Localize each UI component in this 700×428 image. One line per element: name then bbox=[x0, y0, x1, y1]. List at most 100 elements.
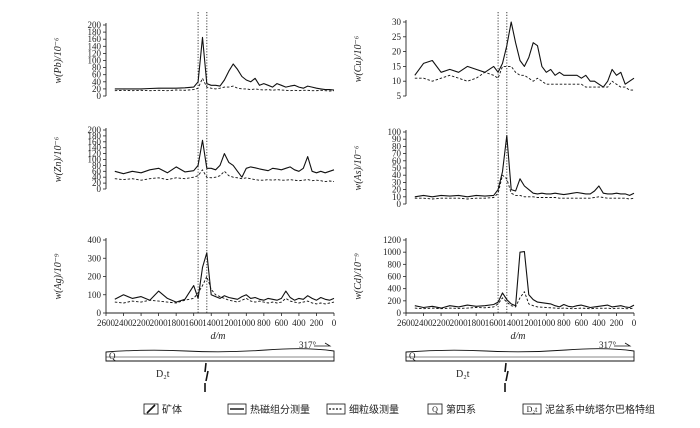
x-tick-label: 1400 bbox=[502, 318, 521, 328]
y-tick-label: 80 bbox=[392, 141, 402, 151]
y-tick-label: 70 bbox=[392, 149, 402, 159]
y-tick-label: 140 bbox=[88, 41, 102, 51]
x-tick-label: 400 bbox=[292, 318, 306, 328]
x-axis-label: d/m bbox=[511, 331, 526, 342]
series-line-fine-fraction bbox=[114, 169, 335, 183]
y-tick-label: 40 bbox=[92, 77, 102, 87]
y-tick-label: 400 bbox=[388, 284, 402, 294]
ore-body-stroke bbox=[205, 370, 209, 382]
x-tick-label: 2000 bbox=[150, 318, 169, 328]
legend-label: 第四系 bbox=[446, 403, 476, 416]
x-tick-label: 0 bbox=[632, 318, 637, 328]
legend-symbol: Q bbox=[432, 405, 438, 414]
y-tick-label: 200 bbox=[88, 125, 102, 135]
y-tick-label: 400 bbox=[88, 235, 102, 245]
x-tick-label: 0 bbox=[332, 318, 337, 328]
legend-label: 矿体 bbox=[162, 403, 182, 416]
series-line-thermomagnetic bbox=[114, 139, 335, 178]
bearing-label: 317° bbox=[299, 340, 317, 350]
series-line-fine-fraction bbox=[414, 65, 634, 91]
y-tick-label: 160 bbox=[88, 137, 102, 147]
x-tick-label: 1200 bbox=[220, 318, 239, 328]
series-line-thermomagnetic bbox=[414, 135, 635, 198]
legend: 矿体 热磁组分测量 细粒级测量 Q 第四系 D₂t 泥盆系中统塔尔巴格特组 bbox=[143, 403, 655, 416]
x-tick-label: 600 bbox=[275, 318, 289, 328]
y-tick-label: 5 bbox=[397, 91, 402, 101]
legend-symbol: D₂t bbox=[527, 405, 539, 414]
y-tick-label: 100 bbox=[88, 56, 102, 66]
surface-profile bbox=[405, 348, 635, 362]
y-tick-label: 20 bbox=[92, 84, 102, 94]
legend-label: 热磁组分测量 bbox=[250, 403, 310, 416]
y-tick-label: 0 bbox=[397, 308, 402, 318]
y-tick-label: 100 bbox=[388, 127, 402, 137]
dashed-line-icon bbox=[326, 403, 346, 415]
y-tick-label: 200 bbox=[388, 296, 402, 306]
y-tick-label: 20 bbox=[92, 178, 102, 188]
geologic-section-2: Q 317° D₂t bbox=[405, 340, 635, 392]
y-tick-label: 80 bbox=[92, 160, 102, 170]
y-tick-label: 15 bbox=[392, 61, 402, 71]
y-tick-label: 180 bbox=[88, 27, 102, 37]
y-axis-label: w(As)/10⁻⁶ bbox=[353, 145, 364, 190]
y-tick-label: 0 bbox=[397, 199, 402, 209]
legend-label: 细粒级测量 bbox=[349, 403, 399, 416]
x-tick-label: 600 bbox=[575, 318, 589, 328]
x-tick-label: 2200 bbox=[432, 318, 451, 328]
y-tick-label: 300 bbox=[88, 253, 102, 263]
bearing-label: 317° bbox=[599, 340, 617, 350]
y-tick-label: 10 bbox=[392, 192, 402, 202]
geologic-section-1: Q 317° D₂t bbox=[105, 340, 335, 392]
chart-panel-2: 5 10 15 20 25 30 w(Cu)/10⁻⁶ bbox=[353, 17, 635, 101]
legend-item-3: 细粒级测量 bbox=[326, 403, 399, 416]
x-tick-label: 800 bbox=[257, 318, 271, 328]
x-tick-label: 2400 bbox=[115, 318, 134, 328]
y-tick-label: 40 bbox=[392, 170, 402, 180]
y-tick-label: 60 bbox=[92, 70, 102, 80]
y-tick-label: 50 bbox=[392, 163, 402, 173]
y-tick-label: 0 bbox=[97, 308, 102, 318]
x-tick-label: 1800 bbox=[167, 318, 186, 328]
y-tick-label: 1000 bbox=[383, 247, 402, 257]
x-axis-label: d/m bbox=[211, 331, 226, 342]
series-line-thermomagnetic bbox=[114, 252, 335, 303]
series-line-fine-fraction bbox=[114, 276, 335, 305]
y-tick-label: 140 bbox=[88, 143, 102, 153]
devonian-label: D₂t bbox=[156, 369, 170, 380]
x-tick-label: 2600 bbox=[97, 318, 116, 328]
y-tick-label: 60 bbox=[392, 156, 402, 166]
x-tick-label: 800 bbox=[557, 318, 571, 328]
x-tick-label: 2200 bbox=[132, 318, 151, 328]
legend-item-5: D₂t 泥盆系中统塔尔巴格特组 bbox=[522, 403, 655, 416]
y-tick-label: 0 bbox=[97, 91, 102, 101]
y-tick-label: 20 bbox=[392, 47, 402, 57]
quaternary-label: Q bbox=[109, 351, 116, 361]
y-tick-label: 600 bbox=[388, 272, 402, 282]
y-tick-label: 0 bbox=[97, 184, 102, 194]
y-tick-label: 800 bbox=[388, 259, 402, 269]
x-tick-label: 200 bbox=[610, 318, 624, 328]
y-tick-label: 20 bbox=[392, 185, 402, 195]
x-tick-label: 2600 bbox=[397, 318, 416, 328]
y-tick-label: 180 bbox=[88, 131, 102, 141]
x-tick-label: 1000 bbox=[537, 318, 556, 328]
x-tick-label: 1800 bbox=[467, 318, 486, 328]
y-axis-label: w(Cd)/10⁻⁹ bbox=[353, 253, 364, 300]
y-tick-label: 60 bbox=[92, 166, 102, 176]
y-tick-label: 120 bbox=[88, 48, 102, 58]
y-axis-label: w(Ag)/10⁻⁹ bbox=[53, 253, 64, 299]
quaternary-label: Q bbox=[409, 351, 416, 361]
legend-item-2: 热磁组分测量 bbox=[227, 403, 310, 416]
x-tick-label: 1600 bbox=[185, 318, 204, 328]
bearing-arrow bbox=[314, 342, 332, 347]
legend-item-1: 矿体 bbox=[143, 403, 182, 416]
y-axis-label: w(Pb)/10⁻⁶ bbox=[53, 37, 64, 83]
solid-line-icon bbox=[227, 403, 247, 415]
ore-body-icon bbox=[143, 403, 159, 415]
surface-profile bbox=[105, 348, 335, 362]
x-tick-label: 200 bbox=[310, 318, 324, 328]
x-tick-label: 2000 bbox=[450, 318, 469, 328]
